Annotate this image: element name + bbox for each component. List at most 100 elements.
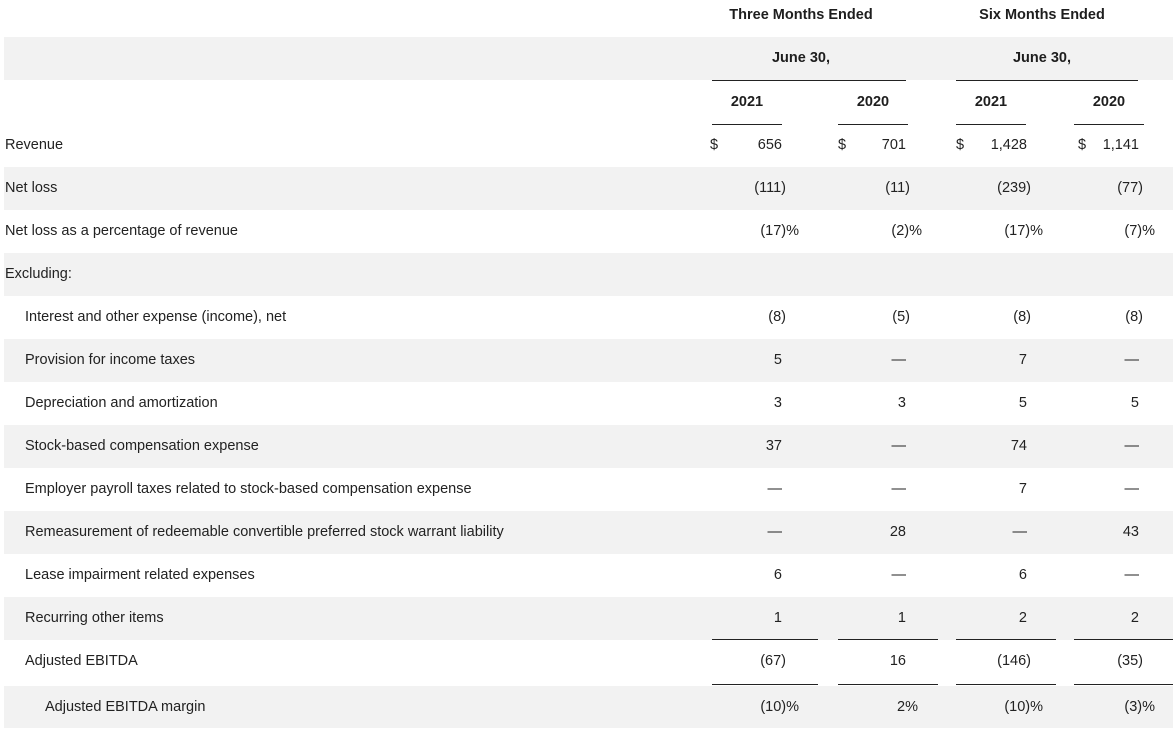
- value-cell: (17)%: [760, 223, 799, 239]
- total-rule-top: [1074, 684, 1173, 685]
- table-row: Excluding:: [4, 253, 1173, 296]
- table-row: Provision for income taxes 5 — 7 —: [4, 339, 1173, 382]
- value-cell: 43: [1122, 524, 1139, 540]
- header-date-three: June 30,: [771, 50, 831, 66]
- table-row: Lease impairment related expenses 6 — 6 …: [4, 554, 1173, 597]
- value-cell: (111): [754, 180, 786, 196]
- table-row: Net loss (111) (11) (239) (77): [4, 167, 1173, 210]
- value-cell: 1,141: [1102, 137, 1139, 153]
- table-row: Net loss as a percentage of revenue (17)…: [4, 210, 1173, 253]
- table-row: Remeasurement of redeemable convertible …: [4, 511, 1173, 554]
- value-cell: 7: [1018, 352, 1027, 368]
- value-cell: 74: [1010, 438, 1027, 454]
- header-row-date: June 30, June 30,: [4, 37, 1173, 81]
- subtotal-rule: [1074, 639, 1173, 640]
- value-cell: 2%: [897, 699, 918, 715]
- header-row-years: 2021 2020 2021 2020: [4, 80, 1173, 125]
- value-cell: (8): [768, 309, 786, 325]
- value-cell: 28: [889, 524, 906, 540]
- value-cell: (10)%: [760, 699, 799, 715]
- header-year-2: 2020: [856, 94, 890, 110]
- row-label: Recurring other items: [25, 610, 164, 626]
- subtotal-rule: [712, 639, 818, 640]
- row-label: Provision for income taxes: [25, 352, 196, 368]
- value-cell: (67): [760, 653, 786, 669]
- value-cell: —: [891, 481, 907, 497]
- value-cell: (5): [892, 309, 910, 325]
- header-date-underline-six: [956, 80, 1138, 81]
- value-cell: (11): [885, 180, 910, 196]
- row-label: Depreciation and amortization: [25, 395, 218, 411]
- value-cell: 2: [1130, 610, 1139, 626]
- header-year-1: 2021: [730, 94, 764, 110]
- value-cell: 37: [765, 438, 782, 454]
- value-cell: —: [891, 438, 907, 454]
- table-row: Interest and other expense (income), net…: [4, 296, 1173, 339]
- total-rule-top: [712, 684, 818, 685]
- value-cell: (10)%: [1004, 699, 1043, 715]
- value-cell: —: [1124, 352, 1140, 368]
- header-year-underline-1: [712, 124, 782, 125]
- value-cell: 2: [1018, 610, 1027, 626]
- row-label: Remeasurement of redeemable convertible …: [25, 524, 504, 540]
- header-row-period: Three Months Ended Six Months Ended: [4, 0, 1173, 37]
- value-cell: (8): [1125, 309, 1143, 325]
- value-cell: (146): [997, 653, 1031, 669]
- value-cell: 5: [1018, 395, 1027, 411]
- value-cell: 1: [897, 610, 906, 626]
- value-cell: 16: [889, 653, 906, 669]
- table-row: Recurring other items 1 1 2 2: [4, 597, 1173, 640]
- table-row: Revenue $ 656 $ 701 $ 1,428 $ 1,141: [4, 124, 1173, 167]
- header-year-3: 2021: [974, 94, 1008, 110]
- table-row: Adjusted EBITDA margin (10)% 2% (10)% (3…: [4, 686, 1173, 728]
- value-cell: —: [891, 567, 907, 583]
- header-date-underline-three: [712, 80, 906, 81]
- header-year-4: 2020: [1092, 94, 1126, 110]
- value-cell: —: [767, 524, 783, 540]
- subtotal-rule: [956, 639, 1056, 640]
- total-rule-top: [956, 684, 1056, 685]
- table-row: Stock-based compensation expense 37 — 74…: [4, 425, 1173, 468]
- currency-symbol: $: [838, 137, 847, 153]
- value-cell: —: [1124, 567, 1140, 583]
- value-cell: —: [1124, 481, 1140, 497]
- row-label: Net loss as a percentage of revenue: [5, 223, 238, 239]
- value-cell: 701: [881, 137, 906, 153]
- subtotal-rule: [838, 639, 938, 640]
- currency-symbol: $: [710, 137, 719, 153]
- row-label: Lease impairment related expenses: [25, 567, 255, 583]
- row-label: Interest and other expense (income), net: [25, 309, 287, 325]
- value-cell: 3: [773, 395, 782, 411]
- value-cell: —: [1012, 524, 1028, 540]
- header-six-months: Six Months Ended: [979, 7, 1105, 23]
- table-row: Employer payroll taxes related to stock-…: [4, 468, 1173, 511]
- total-rule-top: [838, 684, 938, 685]
- value-cell: (239): [997, 180, 1031, 196]
- currency-symbol: $: [1078, 137, 1087, 153]
- value-cell: —: [1124, 438, 1140, 454]
- table-row: Depreciation and amortization 3 3 5 5: [4, 382, 1173, 425]
- row-label: Revenue: [5, 137, 64, 153]
- header-three-months: Three Months Ended: [729, 7, 873, 23]
- value-cell: 656: [757, 137, 782, 153]
- value-cell: (8): [1013, 309, 1031, 325]
- row-label: Adjusted EBITDA margin: [45, 699, 206, 715]
- value-cell: 6: [773, 567, 782, 583]
- value-cell: 6: [1018, 567, 1027, 583]
- value-cell: (35): [1117, 653, 1143, 669]
- value-cell: 1,428: [990, 137, 1027, 153]
- value-cell: 3: [897, 395, 906, 411]
- value-cell: —: [891, 352, 907, 368]
- row-label: Adjusted EBITDA: [25, 653, 138, 669]
- row-label: Employer payroll taxes related to stock-…: [25, 481, 472, 497]
- value-cell: (3)%: [1124, 699, 1155, 715]
- value-cell: (17)%: [1004, 223, 1043, 239]
- value-cell: —: [767, 481, 783, 497]
- value-cell: (77): [1117, 180, 1143, 196]
- table-row: Adjusted EBITDA (67) 16 (146) (35): [4, 640, 1173, 688]
- row-label: Net loss: [5, 180, 58, 196]
- value-cell: (7)%: [1124, 223, 1155, 239]
- header-year-underline-3: [956, 124, 1026, 125]
- currency-symbol: $: [956, 137, 965, 153]
- value-cell: (2)%: [891, 223, 922, 239]
